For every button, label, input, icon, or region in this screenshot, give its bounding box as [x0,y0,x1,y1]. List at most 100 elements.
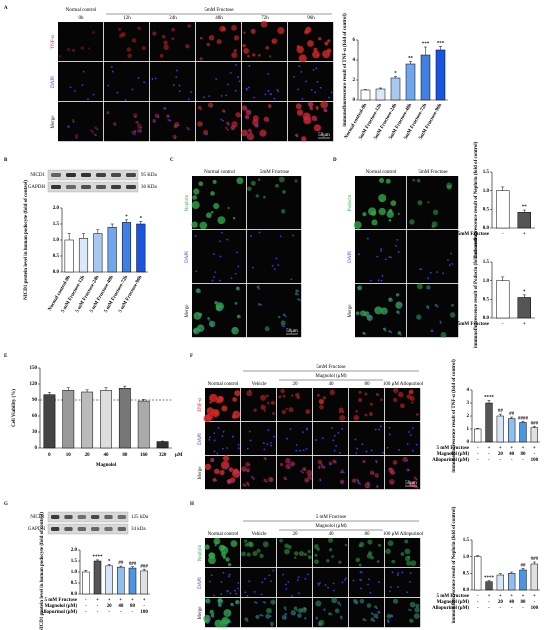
nucleus [290,594,293,597]
scale-bar-label: 50μm [286,329,298,334]
nucleus [215,479,217,482]
row-label: Merge [198,606,203,620]
cell-signal [254,601,257,604]
nucleus [393,472,396,475]
nucleus [319,581,321,584]
nucleus [212,460,214,462]
y-tick-label: 1.5 [483,170,490,175]
nucleus [316,80,319,83]
x-tick-label: 10 [66,453,72,458]
nucleus [337,431,340,434]
nucleus [307,573,309,576]
cell-signal [329,389,335,396]
nucleus [248,110,250,113]
cell-signal [285,457,291,464]
cell-signal [285,407,288,411]
nucleus [296,579,299,581]
cell-signal [368,411,373,416]
cell-signal [126,47,132,52]
cell-signal [262,541,269,548]
y-tick-label: 1.5 [53,222,60,227]
cell-signal [393,387,399,393]
treatment-cell: 80 [521,600,527,605]
y-tick-label: 4 [353,58,356,63]
nucleus [383,311,386,314]
significance-label: ## [498,409,504,414]
cell-signal [359,541,365,548]
nucleus [335,445,338,447]
y-tick-label: 120 [30,382,38,387]
cell-signal [288,407,294,413]
nucleus [287,466,290,469]
nucleus [415,478,418,481]
nucleus [217,426,220,429]
nucleus [406,591,409,594]
nucleus [255,123,258,125]
error-bar [487,400,491,403]
column-label: 80 [365,382,371,387]
nucleus [372,613,374,616]
nucleus [334,461,337,464]
column-label: Vehicle [252,532,268,537]
cell-signal [207,317,210,320]
treatment-cell: + [499,594,502,599]
cell-signal [225,557,230,562]
treatment-cell: 80 [521,452,527,457]
nucleus [339,604,342,606]
cell-signal [358,397,363,403]
nucleus [235,63,237,66]
cell-signal [252,115,259,122]
nucleus [367,313,370,316]
error-bar [110,223,114,228]
cell-signal [253,408,257,412]
cell-signal [315,106,319,110]
cell-signal [293,606,298,611]
nucleus [167,115,170,118]
nucleus [391,615,394,618]
significance-label: * [523,290,526,295]
nucleus [379,425,382,428]
column-label: Normal control [208,532,239,537]
treatment-cell: - [488,452,490,457]
cell-signal [231,414,237,419]
y-tick-label: 150 [30,366,38,371]
nucleus [248,430,251,433]
cell-signal [378,207,386,216]
nucleus [427,307,430,310]
cell-signal [272,412,275,415]
nucleus [394,462,397,465]
nucleus [268,610,271,612]
nucleus [330,462,332,465]
x-tick-label: 20 [85,453,91,458]
nucleus [194,235,197,237]
cell-signal [368,551,373,556]
cell-signal [198,181,204,187]
cell-signal [244,617,249,622]
nucleus [143,81,146,84]
cell-signal [231,52,238,59]
nucleus [232,435,234,438]
nucleus [378,581,380,584]
cell-signal [364,392,368,396]
nucleus [440,322,442,324]
nucleus [261,581,264,584]
nucleus [325,110,328,113]
treatment-cell: - [477,600,479,605]
nucleus [230,469,233,471]
cell-signal [393,397,398,403]
nucleus [267,90,270,92]
nucleus [304,617,307,620]
nucleus [234,589,236,592]
error-bar [82,233,85,239]
treatment-label: 5mM Fructose [458,322,490,327]
nucleus [284,315,287,318]
column-label: 72h [261,16,269,21]
cell-signal [250,475,254,479]
nucleus [406,443,409,446]
treatment-cell: - [477,446,479,451]
treatment-cell: - [97,610,99,615]
cell-signal [414,607,420,613]
significance-label: **** [484,576,495,581]
cell-signal [404,548,411,555]
nucleus [205,133,208,136]
